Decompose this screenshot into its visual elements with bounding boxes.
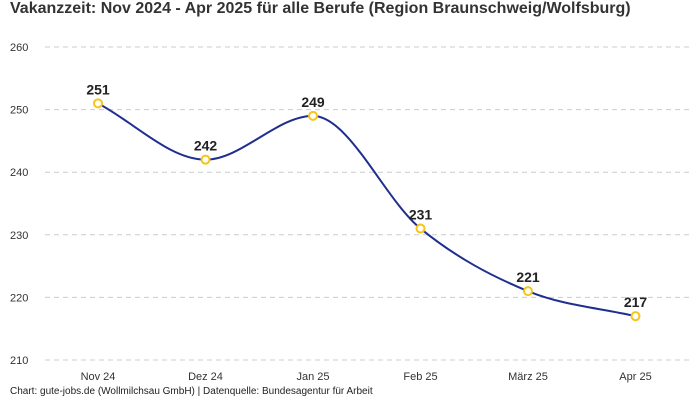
data-point bbox=[93, 98, 103, 109]
data-point bbox=[200, 154, 211, 165]
x-tick-label: Jan 25 bbox=[296, 371, 329, 383]
y-tick-label: 220 bbox=[10, 292, 28, 304]
data-point bbox=[523, 286, 533, 297]
data-labels: 251 242 249 231 221 217 bbox=[86, 81, 647, 310]
data-point bbox=[415, 223, 426, 234]
y-tick-label: 240 bbox=[10, 167, 28, 179]
data-label: 231 bbox=[409, 207, 433, 223]
data-point bbox=[630, 311, 641, 322]
data-label: 251 bbox=[86, 81, 110, 97]
x-axis-ticks: Nov 24 Dez 24 Jan 25 Feb 25 März 25 Apr 25 bbox=[81, 371, 652, 383]
y-axis-ticks: 210 220 230 240 250 260 bbox=[10, 42, 28, 367]
series-line bbox=[97, 102, 636, 318]
data-label: 249 bbox=[301, 94, 325, 110]
data-point bbox=[308, 110, 318, 121]
y-tick-label: 230 bbox=[10, 230, 28, 242]
data-label: 221 bbox=[516, 269, 540, 285]
chart-source-footer: Chart: gute-jobs.de (Wollmilchsau GmbH) … bbox=[10, 386, 373, 397]
y-tick-label: 210 bbox=[10, 355, 28, 367]
y-tick-label: 250 bbox=[10, 105, 28, 117]
gridlines bbox=[45, 46, 690, 361]
chart-title: Vakanzzeit: Nov 2024 - Apr 2025 für alle… bbox=[10, 0, 631, 17]
data-markers bbox=[93, 98, 641, 322]
x-tick-label: März 25 bbox=[508, 371, 548, 383]
y-tick-label: 260 bbox=[10, 42, 28, 54]
data-label: 217 bbox=[624, 294, 648, 310]
x-tick-label: Nov 24 bbox=[81, 371, 116, 383]
x-tick-label: Feb 25 bbox=[403, 371, 437, 383]
x-tick-label: Dez 24 bbox=[188, 371, 223, 383]
data-label: 242 bbox=[194, 138, 218, 154]
x-tick-label: Apr 25 bbox=[619, 371, 651, 383]
